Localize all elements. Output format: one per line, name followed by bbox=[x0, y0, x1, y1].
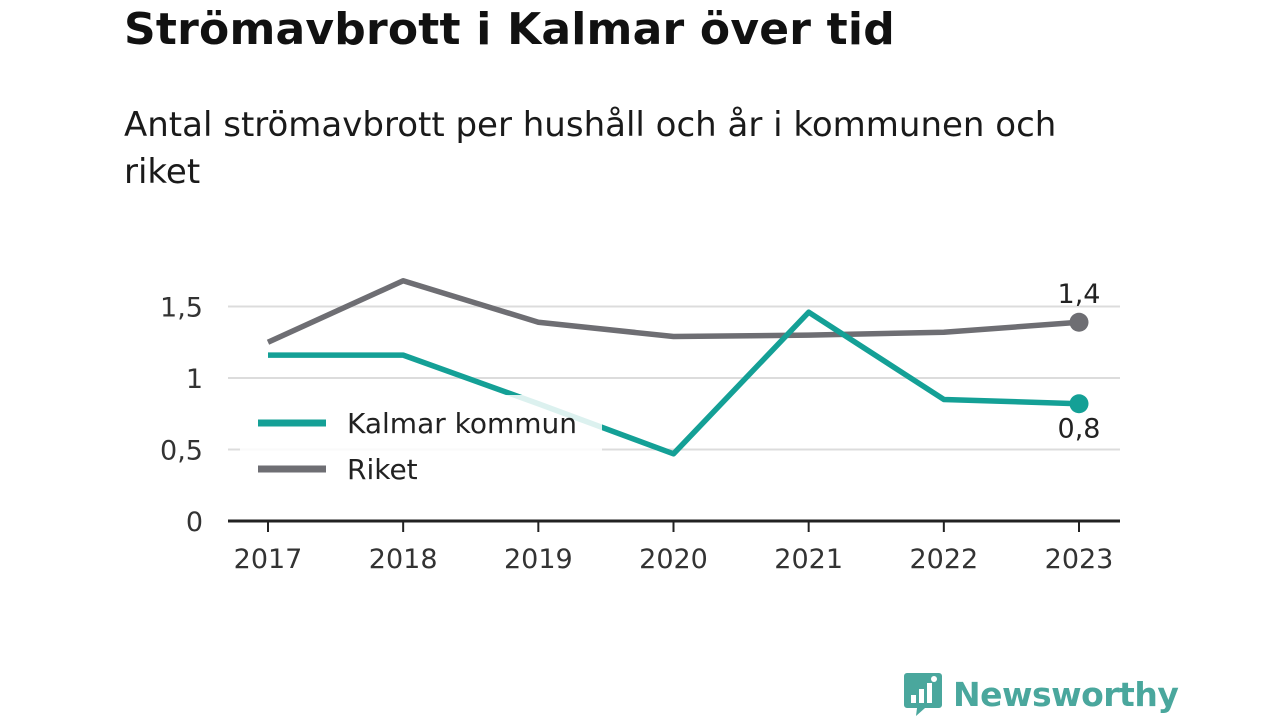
legend-label: Riket bbox=[347, 453, 418, 486]
series-line-riket bbox=[266, 278, 1080, 345]
chart-title: Strömavbrott i Kalmar över tid bbox=[124, 4, 895, 55]
data-label-kalmar: 0,8 bbox=[1058, 414, 1101, 445]
legend-background bbox=[240, 395, 602, 495]
legend: Kalmar kommun Riket bbox=[240, 395, 602, 495]
newsworthy-logo: Newsworthy bbox=[903, 671, 1179, 717]
end-point-riket bbox=[1069, 312, 1089, 332]
y-tick-label: 1,5 bbox=[160, 293, 203, 324]
x-tick-label: 2018 bbox=[369, 544, 438, 575]
y-tick-label: 0,5 bbox=[160, 436, 203, 467]
x-tick-label: 2017 bbox=[234, 544, 303, 575]
series-line-kalmar bbox=[268, 309, 1080, 457]
x-tick-label: 2022 bbox=[909, 544, 978, 575]
legend-label: Kalmar kommun bbox=[347, 407, 577, 440]
x-tick-label: 2020 bbox=[639, 544, 708, 575]
brand-name: Newsworthy bbox=[953, 674, 1179, 714]
x-tick-label: 2023 bbox=[1045, 544, 1114, 575]
x-axis bbox=[228, 519, 1120, 532]
y-tick-label: 0 bbox=[186, 507, 203, 538]
y-axis: 0 0,5 1 1,5 bbox=[160, 293, 203, 539]
data-label-riket: 1,4 bbox=[1058, 279, 1101, 310]
data-labels: 1,4 0,8 bbox=[1058, 279, 1101, 445]
bar-chart-speech-bubble-icon bbox=[904, 673, 942, 716]
x-tick-label: 2019 bbox=[504, 544, 573, 575]
chart-subtitle: Antal strömavbrott per hushåll och år i … bbox=[124, 105, 1057, 192]
y-tick-label: 1 bbox=[186, 364, 203, 395]
x-tick-label: 2021 bbox=[774, 544, 843, 575]
end-point-kalmar bbox=[1069, 394, 1089, 414]
series-lines bbox=[266, 278, 1089, 457]
x-axis-labels: 2017 2018 2019 2020 2021 2022 2023 bbox=[234, 544, 1114, 575]
